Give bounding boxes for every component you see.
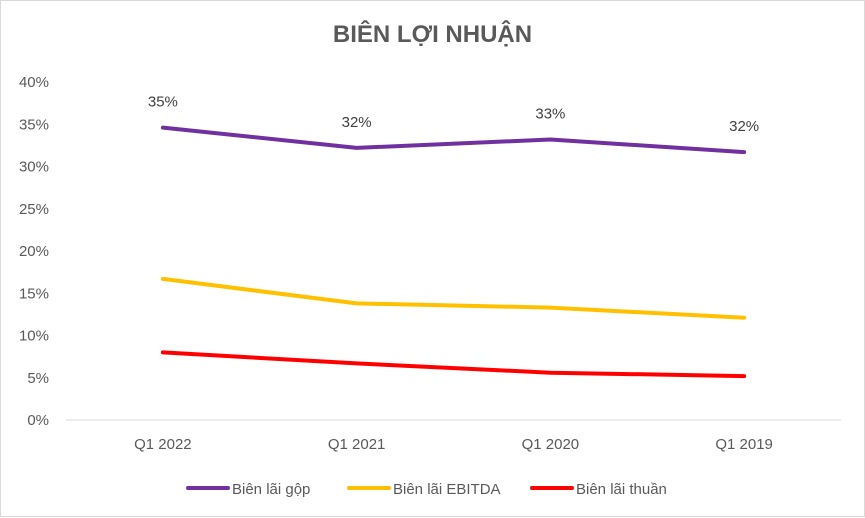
data-label: 32% [729, 118, 759, 135]
x-tick-label: Q1 2022 [134, 436, 192, 453]
x-tick-label: Q1 2021 [328, 436, 386, 453]
data-label: 33% [535, 105, 565, 122]
legend-label: Biên lãi gộp [232, 481, 310, 498]
y-tick-label: 25% [19, 201, 49, 218]
y-tick-label: 35% [19, 116, 49, 133]
data-label: 32% [342, 114, 372, 131]
data-label: 35% [148, 94, 178, 111]
series-line-2 [163, 279, 744, 318]
legend-label: Biên lãi EBITDA [393, 481, 501, 498]
x-tick-label: Q1 2020 [522, 436, 580, 453]
series-line-3 [163, 352, 744, 376]
y-tick-label: 5% [27, 370, 49, 387]
legend-label: Biên lãi thuần [576, 481, 667, 498]
series-line-1 [163, 128, 744, 153]
y-tick-label: 30% [19, 159, 49, 176]
y-tick-label: 15% [19, 285, 49, 302]
y-tick-label: 40% [19, 74, 49, 91]
x-tick-label: Q1 2019 [715, 436, 773, 453]
y-tick-label: 0% [27, 412, 49, 429]
y-tick-label: 10% [19, 328, 49, 345]
y-tick-label: 20% [19, 243, 49, 260]
